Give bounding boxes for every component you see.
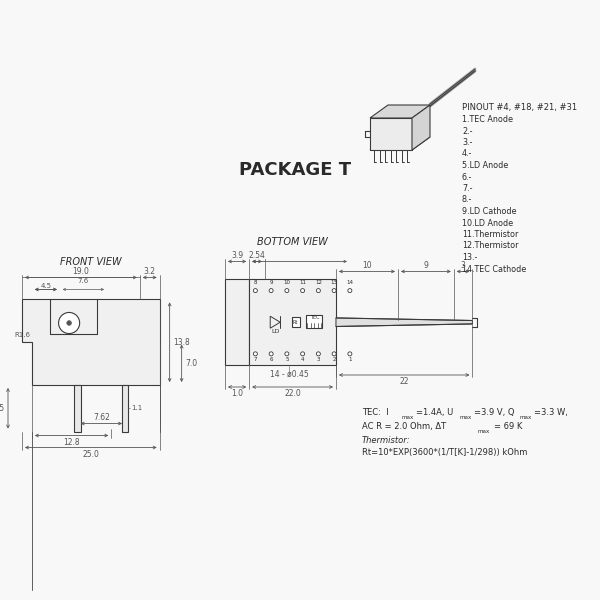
Text: 22: 22 xyxy=(400,377,409,386)
Text: 12: 12 xyxy=(315,280,322,284)
Circle shape xyxy=(269,289,273,293)
Polygon shape xyxy=(412,105,430,150)
Text: 25.0: 25.0 xyxy=(82,450,99,459)
Polygon shape xyxy=(22,299,160,385)
Text: 3: 3 xyxy=(461,261,466,270)
Text: 7.0: 7.0 xyxy=(185,359,198,368)
Text: PACKAGE T: PACKAGE T xyxy=(239,161,351,179)
Text: 7.5: 7.5 xyxy=(0,404,4,413)
Text: max: max xyxy=(520,415,532,420)
Text: 13.8: 13.8 xyxy=(173,338,190,347)
Text: 2.-: 2.- xyxy=(462,127,473,136)
Circle shape xyxy=(269,352,273,356)
Text: AC R = 2.0 Ohm, ΔT: AC R = 2.0 Ohm, ΔT xyxy=(362,422,446,431)
Text: 3.2: 3.2 xyxy=(144,267,156,276)
Circle shape xyxy=(348,289,352,293)
Text: Rt: Rt xyxy=(293,320,298,325)
Text: 9: 9 xyxy=(424,261,428,270)
Text: 13: 13 xyxy=(331,280,338,284)
Text: 4.5: 4.5 xyxy=(40,283,52,289)
Text: 9.LD Cathode: 9.LD Cathode xyxy=(462,207,517,216)
Text: = 69 K: = 69 K xyxy=(494,422,523,431)
Text: 22.0: 22.0 xyxy=(284,389,301,398)
Text: 6.-: 6.- xyxy=(462,173,472,181)
Text: LD: LD xyxy=(271,329,280,334)
Text: 5: 5 xyxy=(285,357,289,362)
Text: 6: 6 xyxy=(269,357,273,362)
Text: 12.8: 12.8 xyxy=(63,438,80,447)
Circle shape xyxy=(332,289,336,293)
Text: 9: 9 xyxy=(269,280,273,284)
Text: 10: 10 xyxy=(283,280,290,284)
Circle shape xyxy=(253,352,257,356)
Text: TEC:  I: TEC: I xyxy=(362,408,389,417)
Text: max: max xyxy=(459,415,471,420)
Circle shape xyxy=(348,352,352,356)
Text: 10: 10 xyxy=(362,261,372,270)
Text: 11.Thermistor: 11.Thermistor xyxy=(462,230,518,239)
Text: 7.6: 7.6 xyxy=(78,278,89,284)
Text: 1.0: 1.0 xyxy=(231,389,243,398)
Text: 8: 8 xyxy=(254,280,257,284)
Text: 5.LD Anode: 5.LD Anode xyxy=(462,161,508,170)
Text: 3.9: 3.9 xyxy=(231,251,243,260)
Text: 1.1: 1.1 xyxy=(131,405,143,411)
Polygon shape xyxy=(336,318,472,326)
Text: 4: 4 xyxy=(301,357,304,362)
Text: =3.9 V, Q: =3.9 V, Q xyxy=(474,408,515,417)
Polygon shape xyxy=(370,105,430,118)
Text: 8.-: 8.- xyxy=(462,196,472,205)
Circle shape xyxy=(285,289,289,293)
Text: 14.TEC Cathode: 14.TEC Cathode xyxy=(462,265,526,274)
Circle shape xyxy=(301,289,305,293)
Text: Thermistor:: Thermistor: xyxy=(362,436,410,445)
Circle shape xyxy=(253,289,257,293)
Polygon shape xyxy=(370,118,412,150)
Bar xyxy=(74,385,81,431)
Circle shape xyxy=(316,352,320,356)
Text: =3.3 W,: =3.3 W, xyxy=(534,408,568,417)
Text: TEC: TEC xyxy=(310,315,319,320)
Bar xyxy=(249,280,336,365)
Text: BOTTOM VIEW: BOTTOM VIEW xyxy=(257,238,328,247)
Text: 13.-: 13.- xyxy=(462,253,478,262)
Text: 4.-: 4.- xyxy=(462,149,472,158)
Circle shape xyxy=(285,352,289,356)
Text: 10.LD Anode: 10.LD Anode xyxy=(462,218,513,227)
Polygon shape xyxy=(370,137,430,150)
Text: 12.Thermistor: 12.Thermistor xyxy=(462,241,518,251)
Bar xyxy=(225,280,249,365)
Bar xyxy=(292,317,299,327)
Text: Rt=10*EXP(3600*(1/T[K]-1/298)) kOhm: Rt=10*EXP(3600*(1/T[K]-1/298)) kOhm xyxy=(362,448,527,457)
Text: 1: 1 xyxy=(348,357,352,362)
Text: 2: 2 xyxy=(332,357,336,362)
Text: =1.4A, U: =1.4A, U xyxy=(416,408,453,417)
Circle shape xyxy=(301,352,305,356)
Circle shape xyxy=(59,313,80,334)
Text: 7.62: 7.62 xyxy=(93,413,110,422)
Bar xyxy=(306,315,322,328)
Text: PINOUT #4, #18, #21, #31: PINOUT #4, #18, #21, #31 xyxy=(462,103,577,112)
Text: 7: 7 xyxy=(254,357,257,362)
Text: 2.54: 2.54 xyxy=(248,251,265,260)
Text: 19.0: 19.0 xyxy=(73,267,89,276)
Text: 14 - ø0.45: 14 - ø0.45 xyxy=(270,370,309,379)
Text: 11: 11 xyxy=(299,280,306,284)
Text: 3: 3 xyxy=(317,357,320,362)
Text: 3.-: 3.- xyxy=(462,138,472,147)
Text: max: max xyxy=(478,429,490,434)
Circle shape xyxy=(316,289,320,293)
Circle shape xyxy=(67,320,71,325)
Circle shape xyxy=(332,352,336,356)
Text: 1.TEC Anode: 1.TEC Anode xyxy=(462,115,513,124)
Text: max: max xyxy=(402,415,414,420)
Bar xyxy=(122,385,128,431)
Text: FRONT VIEW: FRONT VIEW xyxy=(60,257,122,268)
Text: 7.-: 7.- xyxy=(462,184,473,193)
Text: R1.6: R1.6 xyxy=(14,332,30,338)
Text: 14: 14 xyxy=(346,280,353,284)
